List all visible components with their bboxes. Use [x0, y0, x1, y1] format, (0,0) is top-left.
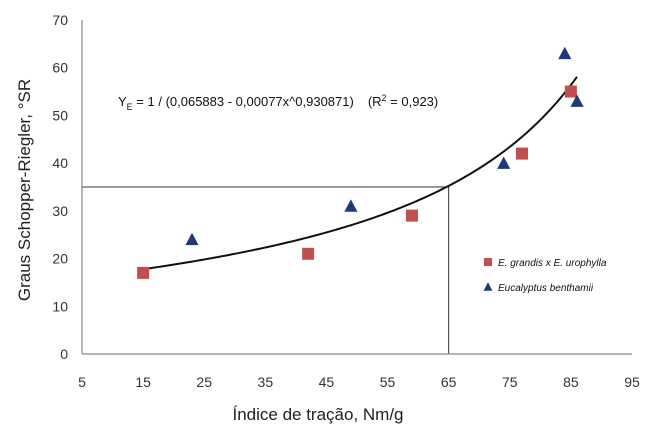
y-axis-title: Graus Schopper-Riegler, °SR — [15, 79, 34, 301]
legend-marker — [483, 282, 493, 291]
y-tick-label: 20 — [52, 251, 68, 267]
data-point — [302, 247, 315, 260]
legend-label: E. grandis x E. urophylla — [498, 258, 607, 269]
fit-equation: YE = 1 / (0,065883 - 0,00077x^0,930871)(… — [118, 93, 438, 112]
y-tick-labels: 0 10 20 30 40 50 60 70 — [52, 12, 68, 362]
data-point — [497, 156, 511, 169]
legend: E. grandis x E. urophylla Eucalyptus bent… — [483, 258, 607, 294]
y-tick-label: 40 — [52, 155, 68, 171]
legend-marker — [484, 258, 492, 266]
reference-lines — [82, 186, 450, 354]
data-point — [344, 199, 358, 212]
x-tick-label: 65 — [441, 374, 457, 390]
data-point — [564, 85, 577, 98]
x-tick-label: 95 — [624, 374, 640, 390]
x-tick-label: 85 — [563, 374, 579, 390]
x-tick-labels: 5 15 25 35 45 55 65 75 85 95 — [78, 374, 640, 390]
x-axis-title: Índice de tração, Nm/g — [232, 405, 403, 424]
y-tick-label: 70 — [52, 12, 68, 28]
data-point — [185, 232, 199, 246]
x-tick-label: 35 — [258, 374, 274, 390]
data-point — [516, 147, 528, 160]
y-tick-label: 30 — [52, 203, 68, 219]
data-points — [137, 46, 584, 279]
data-point — [137, 266, 150, 279]
x-tick-label: 75 — [502, 374, 518, 390]
data-point — [406, 209, 418, 222]
fit-curve — [142, 76, 578, 271]
data-point — [558, 46, 572, 60]
x-tick-label: 55 — [380, 374, 396, 390]
x-tick-label: 25 — [196, 374, 212, 390]
x-tick-label: 15 — [135, 374, 151, 390]
legend-label: Eucalyptus benthamii — [498, 283, 594, 294]
y-tick-label: 60 — [52, 60, 68, 76]
data-point — [570, 94, 584, 107]
x-tick-label: 45 — [319, 374, 335, 390]
y-tick-label: 10 — [52, 298, 68, 314]
y-tick-label: 0 — [60, 346, 68, 362]
x-tick-label: 5 — [78, 374, 86, 390]
y-tick-label: 50 — [52, 107, 68, 123]
